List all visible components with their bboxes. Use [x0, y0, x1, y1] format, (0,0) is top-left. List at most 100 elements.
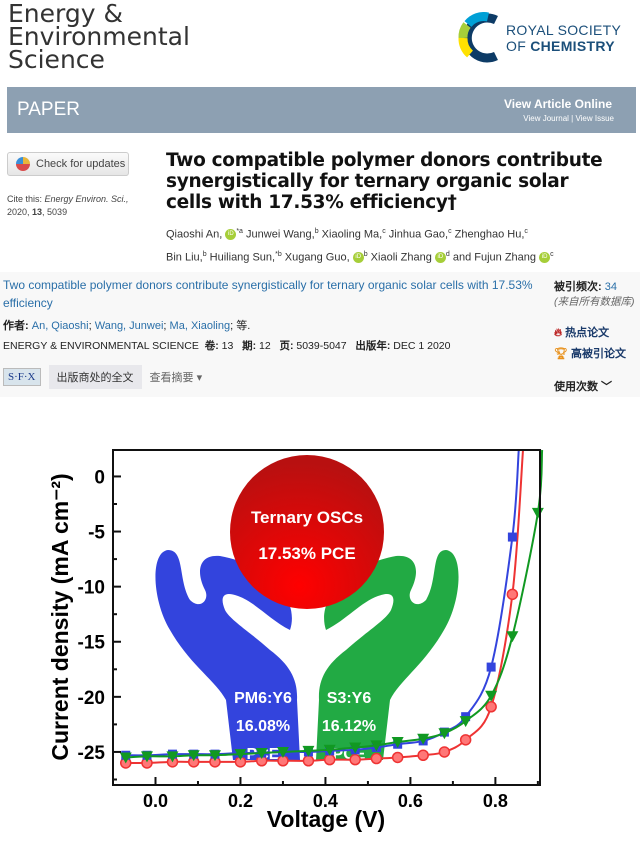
orcid-icon[interactable]: iD [225, 229, 237, 241]
illustration: Ternary OSCs 17.53% PCE PM6:Y6 16.08% PC… [155, 455, 459, 763]
data-point-triangle [370, 740, 383, 752]
x-tick-label: 0.0 [143, 791, 168, 811]
view-abstract-toggle[interactable]: 查看摘要 ▾ [149, 372, 203, 384]
x-axis-label: Voltage (V) [267, 806, 385, 832]
publisher-line2: OF CHEMISTRY [506, 38, 615, 54]
paper-banner: PAPER View Article Online View Journal |… [7, 87, 636, 133]
y-tick-label: -15 [78, 633, 106, 654]
author[interactable]: Zhenghao Hu, [454, 228, 525, 241]
highly-cited-label: 高被引论文 [571, 348, 627, 360]
cite-year: 2020, [7, 207, 33, 217]
wos-actions: S·F·X 出版商处的全文 查看摘要 ▾ [3, 365, 203, 389]
trophy-icon: 🏆︎ [554, 348, 568, 360]
journal-line: Energy & [8, 0, 123, 28]
vol-label: 卷: [204, 340, 222, 352]
orcid-icon[interactable]: iD [352, 251, 364, 263]
journal-name: Energy & Environmental Science [8, 0, 190, 74]
cited-count-link[interactable]: 34 [604, 281, 617, 293]
publisher-of: OF [506, 38, 531, 54]
pages: 5039-5047 [296, 340, 347, 352]
author[interactable]: Bin Liu, [166, 251, 203, 264]
cite-label: Cite this: [7, 194, 45, 204]
y-tick-label: -25 [78, 743, 106, 764]
y-tick-label: 0 [94, 467, 105, 488]
author-list: Qiaoshi An, iD *a Junwei Wang,b Xiaoling … [166, 222, 636, 267]
journal-line: Science [8, 45, 105, 74]
sfx-button[interactable]: S·F·X [3, 368, 41, 386]
vol: 13 [221, 340, 234, 352]
affiliation-sup: c [524, 228, 528, 235]
data-point-triangle [140, 751, 153, 763]
wos-title-link[interactable]: Two compatible polymer donors contribute… [3, 278, 533, 310]
cite-journal: Energy Environ. Sci., [44, 194, 129, 204]
author[interactable]: Junwei Wang, [246, 228, 315, 241]
affiliation-sup: c [550, 250, 554, 258]
ternary-ball [230, 455, 384, 609]
rsc-c-icon [458, 12, 498, 63]
data-point-triangle [531, 507, 544, 519]
hot-label: 热点论文 [565, 327, 610, 339]
orcid-icon[interactable]: iD [434, 251, 446, 263]
data-point-circle [485, 701, 497, 713]
pages-label: 页: [279, 340, 297, 352]
data-point-triangle [506, 631, 519, 643]
issue: 12 [259, 340, 271, 352]
check-for-updates-button[interactable]: Check for updates [7, 152, 129, 176]
author[interactable]: Xiaoli Zhang [370, 251, 432, 264]
data-point-triangle [119, 752, 132, 764]
author-link[interactable]: Wang, Junwei [94, 320, 164, 332]
x-tick-label: 0.8 [483, 791, 508, 811]
data-point-triangle [234, 749, 247, 761]
ternary-label: Ternary OSCs [251, 508, 363, 527]
data-point-circle [459, 734, 472, 746]
journal-line: Environmental [8, 22, 190, 51]
highly-cited-badge: 🏆︎ 高被引论文 [554, 345, 626, 361]
data-point-circle [370, 752, 383, 765]
author-link[interactable]: Ma, Xiaoling [169, 320, 231, 332]
data-point-circle [438, 746, 451, 758]
publisher-chemistry: CHEMISTRY [530, 38, 615, 54]
s3-pce-value: 16.12% [322, 718, 376, 735]
author[interactable]: Xugang Guo, [284, 251, 350, 264]
right-hand-shape [316, 550, 459, 760]
author[interactable]: Xiaoling Ma, [321, 228, 383, 241]
data-point-triangle [438, 728, 451, 740]
article-type: PAPER [17, 99, 81, 120]
data-point-triangle [255, 748, 268, 760]
wos-source: ENERGY & ENVIRONMENTAL SCIENCE 卷: 13 期: … [3, 338, 450, 353]
view-journal-issue-links[interactable]: View Journal | View Issue [523, 114, 614, 123]
y-tick-label: -20 [78, 688, 105, 709]
wos-authors: 作者: An, Qiaoshi; Wang, Junwei; Ma, Xiaol… [3, 320, 251, 332]
rsc-logo: ROYAL SOCIETY OF CHEMISTRY [458, 12, 638, 64]
x-tick-label: 0.6 [398, 791, 423, 811]
data-point-triangle [276, 746, 289, 758]
author[interactable]: Huiliang Sun, [209, 251, 276, 264]
author-link[interactable]: An, Qiaoshi [31, 320, 89, 332]
usage-count-toggle[interactable]: 使用次数 ﹀ [554, 381, 613, 393]
s3-label: S3:Y6 [327, 690, 372, 707]
publisher-line1: ROYAL SOCIETY [506, 22, 622, 38]
article-title: Two compatible polymer donors contribute… [166, 150, 603, 213]
cited-label: 被引频次: [554, 281, 605, 293]
check-updates-label: Check for updates [36, 158, 126, 170]
authors-label: 作者: [3, 320, 32, 332]
y-tick-label: -10 [78, 578, 105, 599]
data-point-circle [506, 588, 519, 601]
author[interactable]: and Fujun Zhang [452, 251, 537, 264]
author[interactable]: Jinhua Gao, [388, 228, 449, 241]
x-tick-label: 0.2 [228, 791, 253, 811]
full-text-button[interactable]: 出版商处的全文 [48, 365, 142, 389]
view-article-online-link[interactable]: View Article Online [503, 97, 612, 111]
data-point-triangle [302, 745, 315, 757]
cite-page: , 5039 [42, 207, 68, 217]
author[interactable]: Qiaoshi An, [166, 228, 223, 241]
data-point-triangle [485, 690, 498, 702]
affiliation-sup: c [448, 228, 452, 235]
affiliation-sup: d [445, 250, 450, 258]
data-point-triangle [459, 716, 472, 728]
data-point-circle [391, 751, 404, 764]
date: DEC 1 2020 [393, 340, 451, 352]
orcid-icon[interactable]: iD [539, 251, 551, 263]
left-hand-shape [155, 550, 300, 760]
flame-icon: 🔥︎ [554, 327, 563, 339]
